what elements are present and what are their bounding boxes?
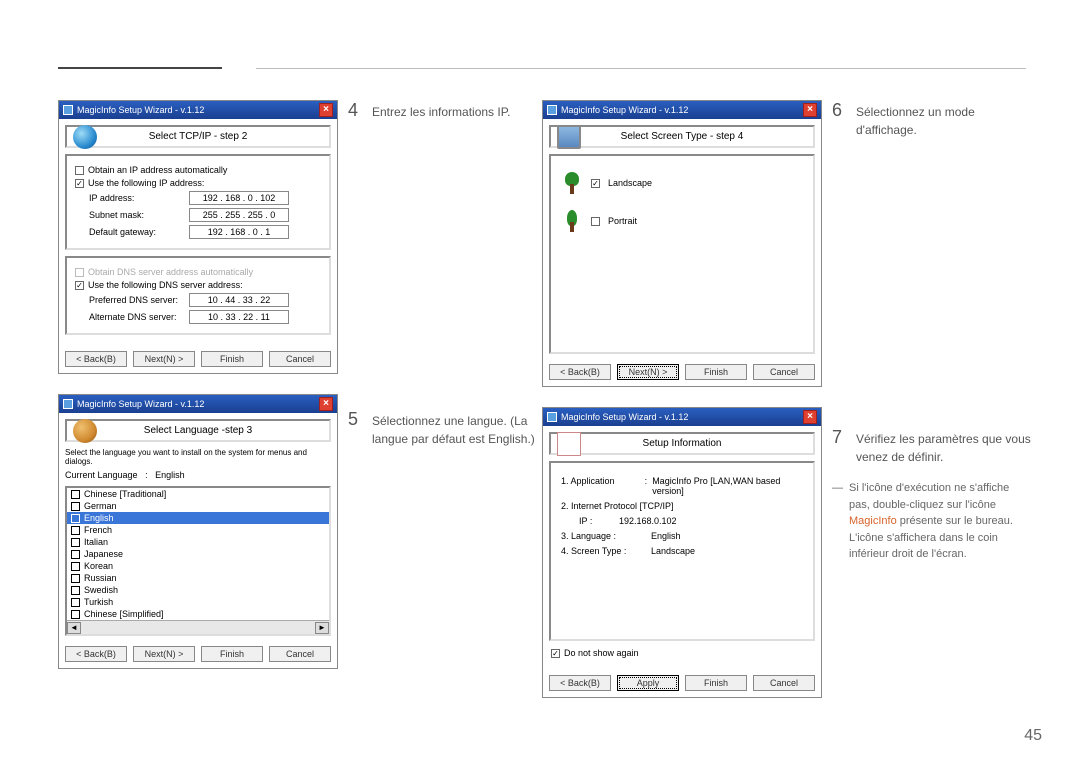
mask-input[interactable]: 255 . 255 . 255 . 0 [189,208,289,222]
scroll-left-icon[interactable]: ◄ [67,622,81,634]
monitor-icon [557,125,581,149]
current-language: Current Language : English [65,470,331,480]
adns-input[interactable]: 10 . 33 . 22 . 11 [189,310,289,324]
checkbox-portrait[interactable] [591,217,600,226]
cancel-button[interactable]: Cancel [269,646,331,662]
wizard-tcpip: MagicInfo Setup Wizard - v.1.12 × Select… [58,100,338,374]
scroll-right-icon[interactable]: ► [315,622,329,634]
app-icon [547,412,557,422]
next-button[interactable]: Next(N) > [617,364,679,380]
list-item: French [67,524,329,536]
tree-icon [561,210,583,232]
apply-button[interactable]: Apply [617,675,679,691]
page-number: 45 [1024,727,1042,745]
list-item: Swedish [67,584,329,596]
close-icon[interactable]: × [803,410,817,424]
back-button[interactable]: < Back(B) [549,364,611,380]
pdns-input[interactable]: 10 . 44 . 33 . 22 [189,293,289,307]
close-icon[interactable]: × [319,103,333,117]
finish-button[interactable]: Finish [685,364,747,380]
lang-desc: Select the language you want to install … [65,448,331,466]
note: ― Si l'icône d'exécution ne s'affiche pa… [832,480,1032,563]
close-icon[interactable]: × [319,397,333,411]
globe-icon [73,419,97,443]
tree-icon [561,172,583,194]
wizard-screen-type: MagicInfo Setup Wizard - v.1.12× Select … [542,100,822,387]
ip-input[interactable]: 192 . 168 . 0 . 102 [189,191,289,205]
list-item: Korean [67,560,329,572]
cancel-button[interactable]: Cancel [269,351,331,367]
app-icon [63,105,73,115]
wizard-setup-info: MagicInfo Setup Wizard - v.1.12× Setup I… [542,407,822,698]
info-panel: 1. Application: MagicInfo Pro [LAN,WAN b… [549,461,815,641]
list-item: Russian [67,572,329,584]
document-icon [557,432,581,456]
list-item: Turkish [67,596,329,608]
finish-button[interactable]: Finish [201,351,263,367]
list-item: English [67,512,329,524]
step-4: 4 Entrez les informations IP. [348,100,538,121]
app-icon [63,399,73,409]
back-button[interactable]: < Back(B) [549,675,611,691]
step-5: 5 Sélectionnez une langue. (La langue pa… [348,409,538,448]
checkbox-auto-dns [75,268,84,277]
finish-button[interactable]: Finish [685,675,747,691]
finish-button[interactable]: Finish [201,646,263,662]
checkbox-use-ip[interactable] [75,179,84,188]
app-icon [547,105,557,115]
step-7: 7 Vérifiez les paramètres que vous venez… [832,427,1032,466]
option-portrait[interactable]: Portrait [561,210,803,232]
checkbox-noshow[interactable] [551,649,560,658]
wizard-language: MagicInfo Setup Wizard - v.1.12× Select … [58,394,338,669]
step-6: 6 Sélectionnez un mode d'affichage. [832,100,1032,139]
globe-icon [73,125,97,149]
scrollbar[interactable]: ◄► [67,620,329,634]
checkbox-landscape[interactable] [591,179,600,188]
list-item: Italian [67,536,329,548]
list-item: Chinese [Traditional] [67,488,329,500]
list-item: Chinese [Simplified] [67,608,329,620]
next-button[interactable]: Next(N) > [133,646,195,662]
window-title: MagicInfo Setup Wizard - v.1.12 [77,105,204,115]
checkbox-auto-ip[interactable] [75,166,84,175]
next-button[interactable]: Next(N) > [133,351,195,367]
language-list[interactable]: Chinese [Traditional] German English Fre… [65,486,331,636]
list-item: Japanese [67,548,329,560]
cancel-button[interactable]: Cancel [753,364,815,380]
titlebar: MagicInfo Setup Wizard - v.1.12 × [59,101,337,119]
cancel-button[interactable]: Cancel [753,675,815,691]
list-item: German [67,500,329,512]
option-landscape[interactable]: Landscape [561,172,803,194]
gw-input[interactable]: 192 . 168 . 0 . 1 [189,225,289,239]
step-header: Select TCP/IP - step 2 [65,125,331,148]
back-button[interactable]: < Back(B) [65,351,127,367]
close-icon[interactable]: × [803,103,817,117]
back-button[interactable]: < Back(B) [65,646,127,662]
checkbox-use-dns[interactable] [75,281,84,290]
